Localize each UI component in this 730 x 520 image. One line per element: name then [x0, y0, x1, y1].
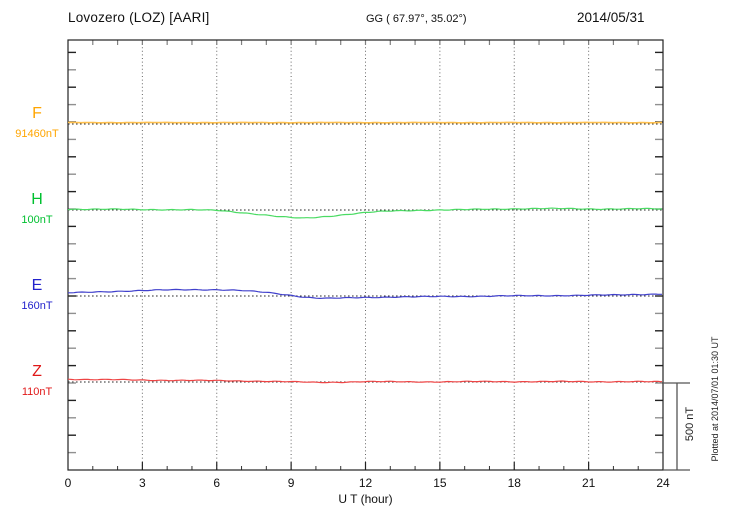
- component-label-H: H: [31, 191, 43, 208]
- x-tick-label-18: 18: [507, 476, 521, 490]
- curve-Z: [67, 378, 663, 384]
- x-tick-label-3: 3: [139, 476, 146, 490]
- geographic-coordinates-label: GG ( 67.97°, 35.02°): [366, 13, 467, 25]
- x-tick-label-12: 12: [358, 476, 373, 490]
- station-title: Lovozero (LOZ) [AARI]: [68, 10, 210, 25]
- x-tick-label-9: 9: [287, 476, 295, 490]
- component-label-F: F: [32, 105, 42, 122]
- x-tick-label-21: 21: [581, 476, 596, 490]
- curve-E: [68, 288, 662, 299]
- curve-F: [68, 121, 662, 124]
- scale-bar-label: 500 nT: [684, 406, 696, 442]
- plotted-at-note: Plotted at 2014/07/01 01:30 UT: [710, 336, 720, 462]
- baseline-value-F: 91460nT: [15, 128, 59, 140]
- date-label: 2014/05/31: [577, 10, 645, 25]
- component-label-E: E: [31, 277, 43, 294]
- baseline-value-H: 100nT: [21, 214, 53, 226]
- x-tick-label-0: 0: [64, 476, 72, 490]
- x-tick-label-24: 24: [656, 476, 670, 490]
- baseline-value-Z: 110nT: [21, 386, 53, 398]
- x-tick-label-15: 15: [433, 476, 447, 490]
- curve-H: [67, 207, 663, 219]
- component-label-Z: Z: [32, 363, 42, 380]
- x-tick-label-6: 6: [213, 476, 221, 490]
- x-axis-title: U T (hour): [338, 492, 393, 506]
- baseline-value-E: 160nT: [21, 300, 53, 312]
- plot-frame: [67, 39, 664, 471]
